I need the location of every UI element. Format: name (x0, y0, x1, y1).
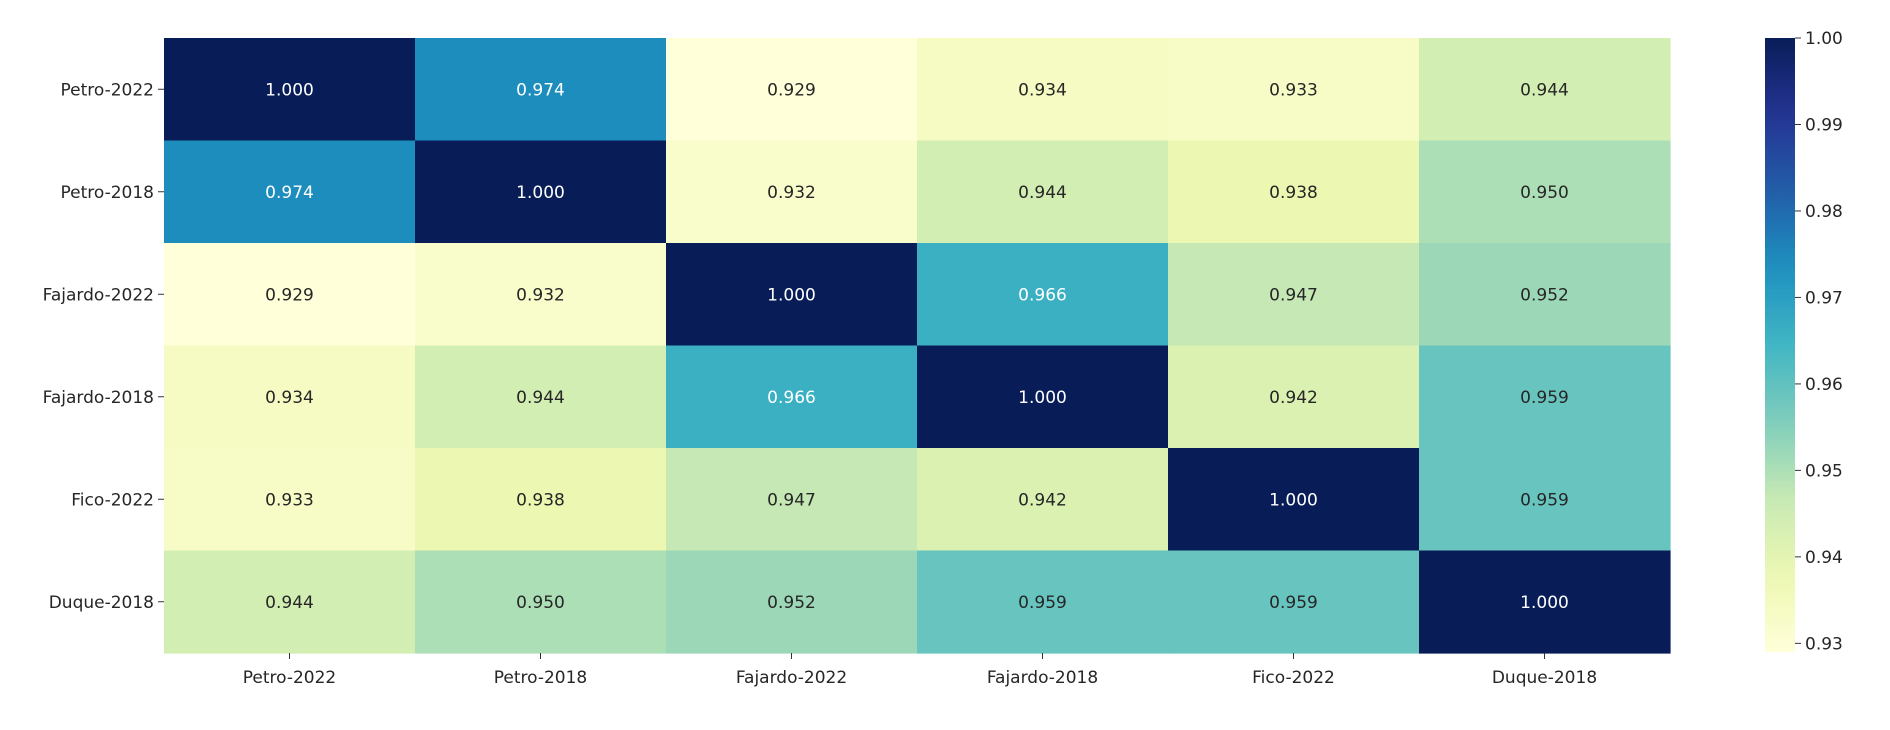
colorbar-tick-label: 0.93 (1805, 634, 1843, 654)
heatmap-cell (917, 345, 1169, 449)
heatmap-cell (917, 448, 1169, 552)
heatmap-cell (164, 243, 416, 347)
heatmap-cell-label: 0.959 (1018, 593, 1067, 613)
heatmap-cell (917, 140, 1169, 244)
colorbar-tick-label: 1.00 (1805, 29, 1843, 49)
heatmap-cell-label: 0.942 (1269, 388, 1318, 408)
x-tick-label: Fajardo-2022 (736, 668, 847, 688)
heatmap-cell-label: 1.000 (516, 183, 565, 203)
heatmap-cell (1168, 345, 1420, 449)
colorbar-gradient (1765, 38, 1795, 652)
x-tick-label: Fico-2022 (1252, 668, 1335, 688)
x-tick-label: Petro-2018 (494, 668, 588, 688)
heatmap-cell-label: 0.974 (516, 80, 565, 100)
heatmap-cell (1168, 243, 1420, 347)
heatmap-cell-label: 1.000 (1018, 388, 1067, 408)
heatmap-cell (164, 345, 416, 449)
heatmap-cell (1419, 550, 1671, 654)
heatmap-cell (917, 243, 1169, 347)
heatmap-cell (1419, 38, 1671, 142)
heatmap-cell (415, 345, 667, 449)
heatmap-cell (164, 448, 416, 552)
heatmap-cell-label: 0.952 (1520, 285, 1569, 305)
heatmap-cell-label: 0.933 (1269, 80, 1318, 100)
heatmap-cell (1168, 140, 1420, 244)
heatmap-cell-label: 0.950 (1520, 183, 1569, 203)
heatmap-cell (164, 38, 416, 142)
heatmap-cell (666, 38, 918, 142)
y-axis: Petro-2022 Petro-2018 Fajardo-2022 Fajardo-… (43, 80, 164, 613)
x-tick-label: Fajardo-2018 (987, 668, 1098, 688)
heatmap-cell-label: 0.938 (1269, 183, 1318, 203)
heatmap-cell (415, 140, 667, 244)
heatmap-cell-label: 0.947 (767, 490, 816, 510)
colorbar-tick-label: 0.98 (1805, 202, 1843, 222)
colorbar-tick-label: 0.94 (1805, 548, 1843, 568)
heatmap-cell (666, 243, 918, 347)
colorbar-tick-label: 0.97 (1805, 288, 1843, 308)
heatmap-cell (164, 550, 416, 654)
heatmap-cell-label: 0.974 (265, 183, 314, 203)
y-tick-label: Fajardo-2022 (43, 285, 154, 305)
heatmap-cell (1419, 140, 1671, 244)
x-tick-label: Petro-2022 (243, 668, 337, 688)
heatmap-cell (164, 140, 416, 244)
heatmap-cell-label: 0.944 (516, 388, 565, 408)
heatmap-cell-label: 0.934 (265, 388, 314, 408)
heatmap-cell-label: 0.942 (1018, 490, 1067, 510)
y-tick-label: Petro-2022 (61, 80, 155, 100)
heatmap-cell-label: 0.944 (265, 593, 314, 613)
heatmap-cell-label: 0.947 (1269, 285, 1318, 305)
heatmap-cell (917, 550, 1169, 654)
y-tick-label: Fico-2022 (71, 490, 154, 510)
heatmap-cell (1168, 38, 1420, 142)
heatmap-cell-label: 0.966 (1018, 285, 1067, 305)
heatmap-cell-label: 0.932 (516, 285, 565, 305)
heatmap-cell (666, 140, 918, 244)
heatmap-cell (415, 38, 667, 142)
heatmap-cell (415, 243, 667, 347)
colorbar-tick-label: 0.96 (1805, 375, 1843, 395)
heatmap-cell (666, 345, 918, 449)
heatmap-cell-label: 0.944 (1520, 80, 1569, 100)
heatmap-cell (1168, 550, 1420, 654)
colorbar-tick-label: 0.99 (1805, 115, 1843, 135)
x-axis: Petro-2022 Petro-2018 Fajardo-2022 Fajardo-… (243, 653, 1597, 688)
heatmap-cell (917, 38, 1169, 142)
y-tick-label: Petro-2018 (61, 183, 155, 203)
heatmap-cell-label: 0.938 (516, 490, 565, 510)
heatmap-cells (164, 38, 1671, 654)
heatmap-cell-label: 0.959 (1269, 593, 1318, 613)
heatmap-cell-label: 0.959 (1520, 490, 1569, 510)
heatmap-cell (1168, 448, 1420, 552)
heatmap-cell (1419, 345, 1671, 449)
heatmap-cell-label: 0.966 (767, 388, 816, 408)
colorbar-tick-label: 0.95 (1805, 461, 1843, 481)
heatmap-cell-label: 1.000 (1520, 593, 1569, 613)
heatmap-cell (1419, 243, 1671, 347)
heatmap-cell-label: 0.929 (767, 80, 816, 100)
heatmap-cell-label: 0.944 (1018, 183, 1067, 203)
heatmap-cell-label: 0.933 (265, 490, 314, 510)
heatmap-cell-label: 0.950 (516, 593, 565, 613)
colorbar: 0.93 0.94 0.95 0.96 0.97 0.98 0.99 1.00 (1765, 29, 1843, 654)
heatmap-cell (666, 550, 918, 654)
y-tick-label: Fajardo-2018 (43, 388, 154, 408)
y-tick-label: Duque-2018 (49, 593, 154, 613)
heatmap-cell (1419, 448, 1671, 552)
heatmap-cell (415, 550, 667, 654)
x-tick-label: Duque-2018 (1492, 668, 1597, 688)
heatmap-cell-label: 1.000 (767, 285, 816, 305)
heatmap-cell-label: 1.000 (265, 80, 314, 100)
heatmap-cell-label: 0.959 (1520, 388, 1569, 408)
heatmap-cell-label: 0.929 (265, 285, 314, 305)
heatmap-cell-label: 1.000 (1269, 490, 1318, 510)
heatmap-cell-label: 0.932 (767, 183, 816, 203)
heatmap-cell-label: 0.934 (1018, 80, 1067, 100)
heatmap-cell-labels: 1.000 0.974 0.929 0.934 0.933 0.944 0.974 1.000… (265, 80, 1569, 613)
heatmap-cell (666, 448, 918, 552)
heatmap-cell-label: 0.952 (767, 593, 816, 613)
heatmap-cell (415, 448, 667, 552)
